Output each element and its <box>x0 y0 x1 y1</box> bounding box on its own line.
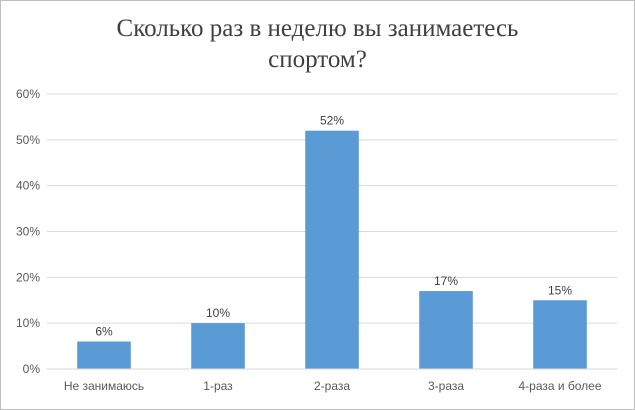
data-label: 52% <box>320 114 344 128</box>
bar <box>305 130 359 369</box>
bar <box>419 291 473 369</box>
chart-title-line-1: Сколько раз в неделю вы занимаетесь <box>116 15 519 42</box>
y-axis-tick-labels: 0% 10% 20% 30% 40% 50% 60% <box>16 87 40 376</box>
bar <box>533 300 587 369</box>
data-label: 6% <box>95 325 113 339</box>
bar <box>191 323 245 369</box>
y-tick-label: 10% <box>16 316 40 330</box>
data-labels: 6% 10% 52% 17% 15% <box>95 114 572 339</box>
y-tick-label: 50% <box>16 133 40 147</box>
data-label: 15% <box>548 283 572 297</box>
chart-title-line-2: спортом? <box>268 46 367 73</box>
bars <box>77 130 587 369</box>
category-label: 3-раза <box>428 379 464 393</box>
chart-title: Сколько раз в неделю вы занимаетесь спор… <box>1 13 634 75</box>
category-label: 1-раз <box>203 379 233 393</box>
y-tick-label: 40% <box>16 179 40 193</box>
category-label: 2-раза <box>314 379 350 393</box>
category-label: Не занимаюсь <box>64 379 144 393</box>
y-tick-label: 30% <box>16 225 40 239</box>
data-label: 10% <box>206 306 230 320</box>
data-label: 17% <box>434 274 458 288</box>
y-tick-label: 20% <box>16 270 40 284</box>
bar <box>77 341 131 369</box>
category-label: 4-раза и более <box>518 379 601 393</box>
y-tick-label: 60% <box>16 87 40 101</box>
category-labels: Не занимаюсь 1-раз 2-раза 3-раза 4-раза и бо… <box>64 379 602 393</box>
y-tick-label: 0% <box>23 362 41 376</box>
